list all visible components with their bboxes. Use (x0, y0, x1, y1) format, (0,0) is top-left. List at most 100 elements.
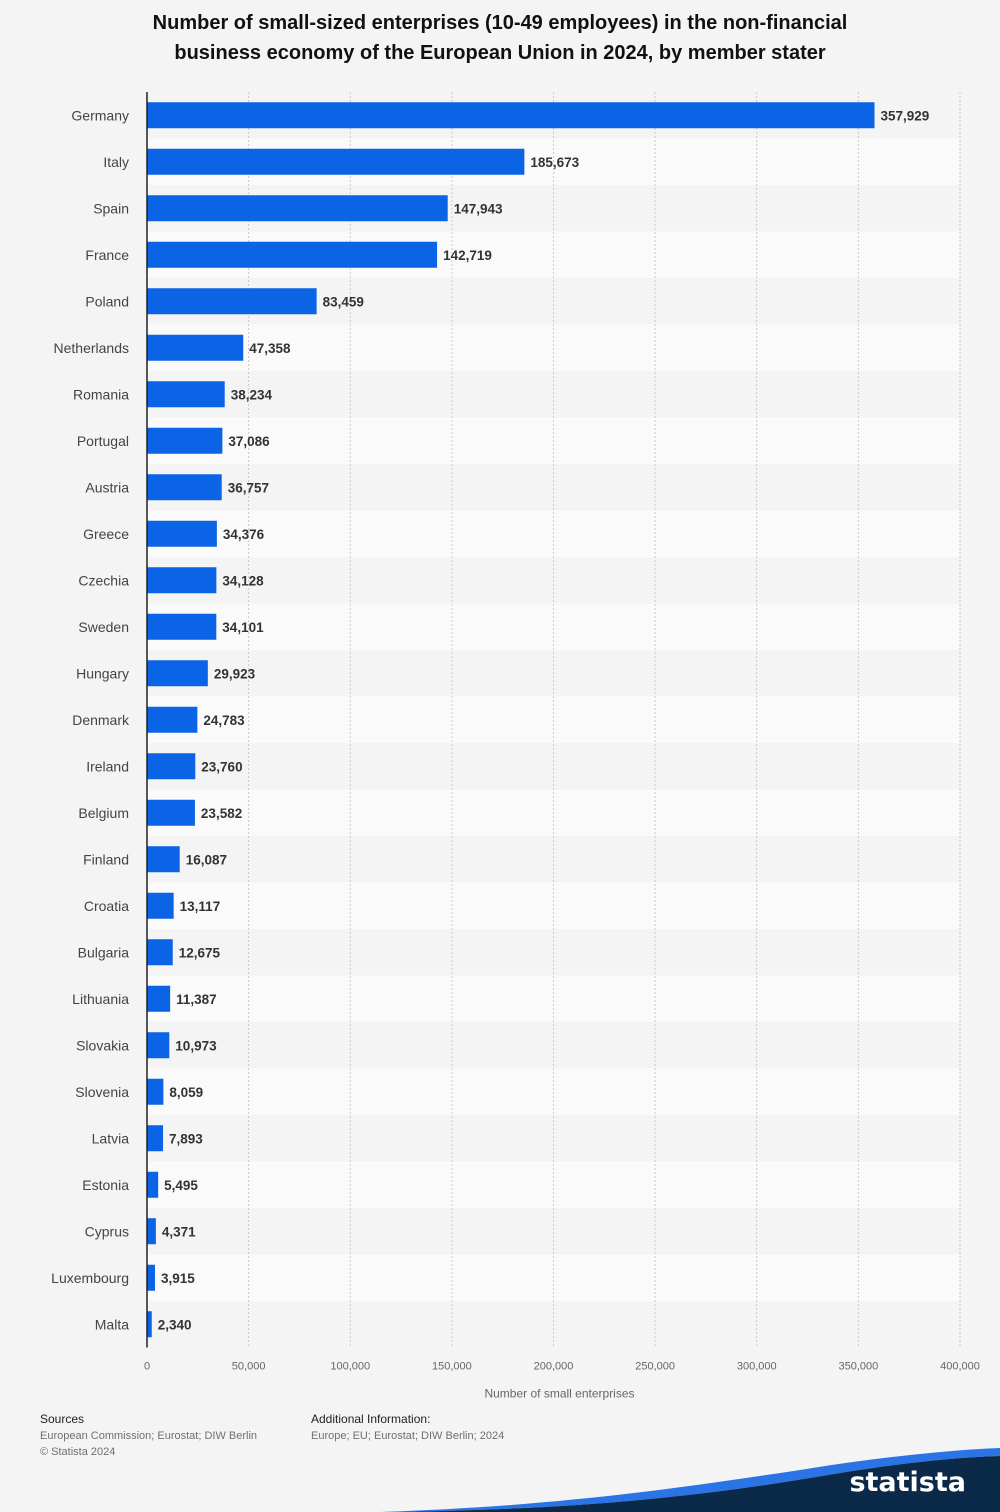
data-label: 142,719 (443, 248, 492, 263)
data-label: 24,783 (203, 713, 245, 728)
brand-wave-graphic (380, 1448, 1000, 1512)
category-label: Slovakia (76, 1037, 129, 1053)
data-label: 2,340 (158, 1317, 192, 1332)
x-tick-label: 300,000 (737, 1361, 777, 1373)
bar (147, 799, 195, 826)
x-tick-label: 100,000 (330, 1361, 370, 1373)
data-label: 34,101 (222, 620, 264, 635)
chart-title-line-1: Number of small-sized enterprises (10-49… (152, 12, 848, 34)
bar (147, 892, 174, 919)
data-label: 13,117 (180, 899, 221, 914)
sources-text: European Commission; Eurostat; DIW Berli… (40, 1430, 258, 1442)
bar (147, 195, 448, 222)
data-label: 8,059 (169, 1085, 203, 1100)
data-label: 11,387 (176, 992, 217, 1007)
category-label: Netherlands (54, 340, 130, 356)
data-label: 34,128 (222, 573, 264, 588)
data-label: 12,675 (179, 945, 221, 960)
category-label: Italy (103, 154, 129, 170)
category-label: Croatia (84, 898, 129, 914)
bar (147, 427, 223, 454)
statista-brand-band: statista (380, 1448, 1000, 1512)
data-label: 36,757 (228, 480, 269, 495)
x-tick-label: 400,000 (940, 1361, 980, 1373)
category-label: Slovenia (75, 1084, 129, 1100)
category-label: Bulgaria (78, 944, 130, 960)
bar (147, 1311, 152, 1338)
bar (147, 985, 171, 1012)
category-label: Denmark (72, 712, 130, 728)
bar (147, 1264, 155, 1291)
data-label: 3,915 (161, 1271, 195, 1286)
bar (147, 706, 198, 733)
additional-info-label: Additional Information: (311, 1412, 431, 1426)
x-tick-label: 250,000 (635, 1361, 675, 1373)
data-label: 23,582 (201, 806, 242, 821)
category-label: Greece (83, 526, 129, 542)
bar (147, 613, 217, 640)
category-label: Poland (85, 293, 129, 309)
data-label: 16,087 (186, 852, 227, 867)
bar (147, 102, 875, 129)
copyright-text: © Statista 2024 (40, 1446, 116, 1458)
x-axis-title: Number of small enterprises (484, 1387, 634, 1401)
row-stripe (147, 603, 960, 650)
category-label: Ireland (86, 758, 129, 774)
category-label: Finland (83, 851, 129, 867)
bar (147, 381, 225, 408)
data-label: 37,086 (228, 434, 270, 449)
category-label: Spain (93, 200, 129, 216)
sources-label: Sources (40, 1412, 85, 1426)
category-label: France (85, 247, 129, 263)
category-label: Belgium (78, 805, 129, 821)
bar (147, 334, 244, 361)
bar (147, 753, 196, 780)
bar (147, 939, 173, 966)
additional-info-text: Europe; EU; Eurostat; DIW Berlin; 2024 (311, 1430, 505, 1442)
bar (147, 288, 317, 315)
data-label: 5,495 (164, 1178, 198, 1193)
data-label: 185,673 (530, 155, 579, 170)
category-label: Estonia (82, 1177, 129, 1193)
bar (147, 1078, 164, 1105)
statista-logo-text[interactable]: statista (849, 1467, 966, 1498)
data-label: 147,943 (454, 201, 503, 216)
row-stripe (147, 975, 960, 1022)
data-label: 357,929 (880, 108, 929, 123)
data-label: 29,923 (214, 666, 256, 681)
chart-title-line-2: business economy of the European Union i… (174, 42, 826, 64)
category-label: Germany (71, 107, 129, 123)
chart-title: Number of small-sized enterprises (10-49… (60, 8, 940, 68)
bar-chart: 0 50,000 100,000 150,000 200,000 250,000 300,0… (51, 92, 980, 1401)
bar (147, 1218, 156, 1245)
bar (147, 1032, 170, 1059)
category-label: Czechia (78, 572, 129, 588)
x-tick-label: 150,000 (432, 1361, 472, 1373)
data-label: 47,358 (249, 341, 291, 356)
x-tick-label: 200,000 (534, 1361, 574, 1373)
category-label: Sweden (78, 619, 129, 635)
category-label: Cyprus (85, 1223, 129, 1239)
category-label: Latvia (92, 1130, 130, 1146)
x-tick-label: 350,000 (838, 1361, 878, 1373)
category-label: Lithuania (72, 991, 129, 1007)
category-label: Luxembourg (51, 1270, 129, 1286)
data-label: 4,371 (162, 1224, 196, 1239)
category-label: Romania (73, 386, 129, 402)
data-label: 38,234 (231, 387, 273, 402)
category-label: Portugal (77, 433, 129, 449)
bar (147, 567, 217, 594)
bar (147, 1125, 164, 1152)
bar (147, 474, 222, 501)
data-label: 10,973 (175, 1038, 217, 1053)
category-label: Malta (95, 1316, 129, 1332)
bar (147, 660, 208, 687)
bar (147, 1171, 159, 1198)
data-label: 34,376 (223, 527, 265, 542)
bar (147, 148, 525, 175)
data-label: 83,459 (323, 294, 364, 309)
category-label: Hungary (76, 665, 129, 681)
data-label: 7,893 (169, 1131, 203, 1146)
bar (147, 520, 217, 547)
category-label: Austria (85, 479, 129, 495)
